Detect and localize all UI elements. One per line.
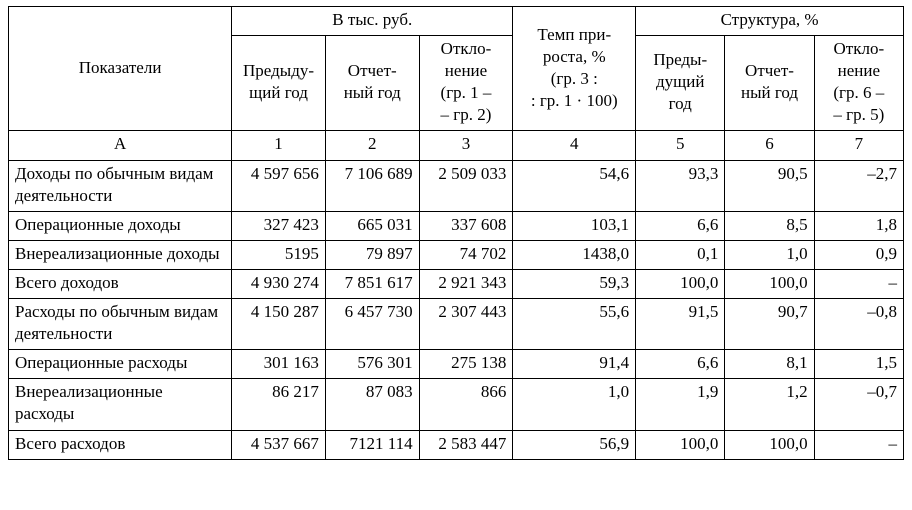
cell-c3: 275 138 <box>419 350 513 379</box>
cell-c5: 93,3 <box>636 160 725 211</box>
header-group-rub: В тыс. руб. <box>232 7 513 36</box>
cell-c7: –2,7 <box>814 160 903 211</box>
header-report-year: Отчет- ный год <box>325 36 419 131</box>
table-row: Всего расходов4 537 6677121 1142 583 447… <box>9 430 904 459</box>
cell-c3: 74 702 <box>419 240 513 269</box>
colnum-a: А <box>9 131 232 160</box>
cell-c6: 100,0 <box>725 269 814 298</box>
table-row: Доходы по обычным видам деятельности4 59… <box>9 160 904 211</box>
cell-c1: 86 217 <box>232 379 326 430</box>
cell-c3: 2 583 447 <box>419 430 513 459</box>
colnum-5: 5 <box>636 131 725 160</box>
table-row: Расходы по обычным видам деятельности4 1… <box>9 299 904 350</box>
cell-c5: 100,0 <box>636 269 725 298</box>
cell-c2: 7 851 617 <box>325 269 419 298</box>
cell-c3: 337 608 <box>419 211 513 240</box>
cell-c7: –0,8 <box>814 299 903 350</box>
row-label: Всего расходов <box>9 430 232 459</box>
cell-c7: 0,9 <box>814 240 903 269</box>
header-indicators: Показатели <box>9 7 232 131</box>
colnum-4: 4 <box>513 131 636 160</box>
cell-c6: 90,5 <box>725 160 814 211</box>
row-label: Внереализационные доходы <box>9 240 232 269</box>
cell-c3: 866 <box>419 379 513 430</box>
header-group-struct: Структура, % <box>636 7 904 36</box>
cell-c2: 7121 114 <box>325 430 419 459</box>
table-row: Операционные расходы301 163576 301275 13… <box>9 350 904 379</box>
cell-c3: 2 307 443 <box>419 299 513 350</box>
cell-c4: 56,9 <box>513 430 636 459</box>
cell-c4: 1,0 <box>513 379 636 430</box>
cell-c1: 327 423 <box>232 211 326 240</box>
cell-c5: 0,1 <box>636 240 725 269</box>
cell-c7: –0,7 <box>814 379 903 430</box>
cell-c1: 4 597 656 <box>232 160 326 211</box>
row-label: Операционные доходы <box>9 211 232 240</box>
table-row: Операционные доходы327 423665 031337 608… <box>9 211 904 240</box>
cell-c4: 103,1 <box>513 211 636 240</box>
cell-c2: 79 897 <box>325 240 419 269</box>
table-body: Доходы по обычным видам деятельности4 59… <box>9 160 904 459</box>
header-struct-report: Отчет- ный год <box>725 36 814 131</box>
financial-table: Показатели В тыс. руб. Темп при- роста, … <box>8 6 904 460</box>
cell-c1: 4 150 287 <box>232 299 326 350</box>
cell-c4: 55,6 <box>513 299 636 350</box>
cell-c6: 90,7 <box>725 299 814 350</box>
cell-c6: 1,0 <box>725 240 814 269</box>
cell-c6: 1,2 <box>725 379 814 430</box>
header-prev-year: Предыду- щий год <box>232 36 326 131</box>
row-label: Доходы по обычным видам деятельности <box>9 160 232 211</box>
cell-c2: 665 031 <box>325 211 419 240</box>
cell-c1: 4 537 667 <box>232 430 326 459</box>
cell-c5: 6,6 <box>636 211 725 240</box>
row-label: Всего доходов <box>9 269 232 298</box>
cell-c7: 1,5 <box>814 350 903 379</box>
header-struct-dev: Откло- нение (гр. 6 – – гр. 5) <box>814 36 903 131</box>
table-row: Внереализационные доходы519579 89774 702… <box>9 240 904 269</box>
cell-c2: 7 106 689 <box>325 160 419 211</box>
colnum-3: 3 <box>419 131 513 160</box>
cell-c7: – <box>814 269 903 298</box>
row-label: Внереализационные расходы <box>9 379 232 430</box>
cell-c6: 8,1 <box>725 350 814 379</box>
cell-c4: 54,6 <box>513 160 636 211</box>
colnum-2: 2 <box>325 131 419 160</box>
cell-c4: 1438,0 <box>513 240 636 269</box>
row-label: Расходы по обычным видам деятельности <box>9 299 232 350</box>
table-row: Всего доходов4 930 2747 851 6172 921 343… <box>9 269 904 298</box>
cell-c4: 91,4 <box>513 350 636 379</box>
cell-c5: 100,0 <box>636 430 725 459</box>
colnum-1: 1 <box>232 131 326 160</box>
cell-c2: 87 083 <box>325 379 419 430</box>
cell-c2: 6 457 730 <box>325 299 419 350</box>
header-growth: Темп при- роста, % (гр. 3 : : гр. 1 · 10… <box>513 7 636 131</box>
colnum-7: 7 <box>814 131 903 160</box>
cell-c5: 1,9 <box>636 379 725 430</box>
cell-c6: 100,0 <box>725 430 814 459</box>
cell-c1: 301 163 <box>232 350 326 379</box>
cell-c1: 4 930 274 <box>232 269 326 298</box>
cell-c3: 2 509 033 <box>419 160 513 211</box>
cell-c5: 6,6 <box>636 350 725 379</box>
colnum-6: 6 <box>725 131 814 160</box>
cell-c7: – <box>814 430 903 459</box>
table-row: Внереализационные расходы86 21787 083866… <box>9 379 904 430</box>
cell-c4: 59,3 <box>513 269 636 298</box>
cell-c1: 5195 <box>232 240 326 269</box>
cell-c5: 91,5 <box>636 299 725 350</box>
cell-c2: 576 301 <box>325 350 419 379</box>
header-deviation: Откло- нение (гр. 1 – – гр. 2) <box>419 36 513 131</box>
cell-c6: 8,5 <box>725 211 814 240</box>
cell-c7: 1,8 <box>814 211 903 240</box>
header-struct-prev: Преды- дущий год <box>636 36 725 131</box>
table-header: Показатели В тыс. руб. Темп при- роста, … <box>9 7 904 161</box>
cell-c3: 2 921 343 <box>419 269 513 298</box>
row-label: Операционные расходы <box>9 350 232 379</box>
